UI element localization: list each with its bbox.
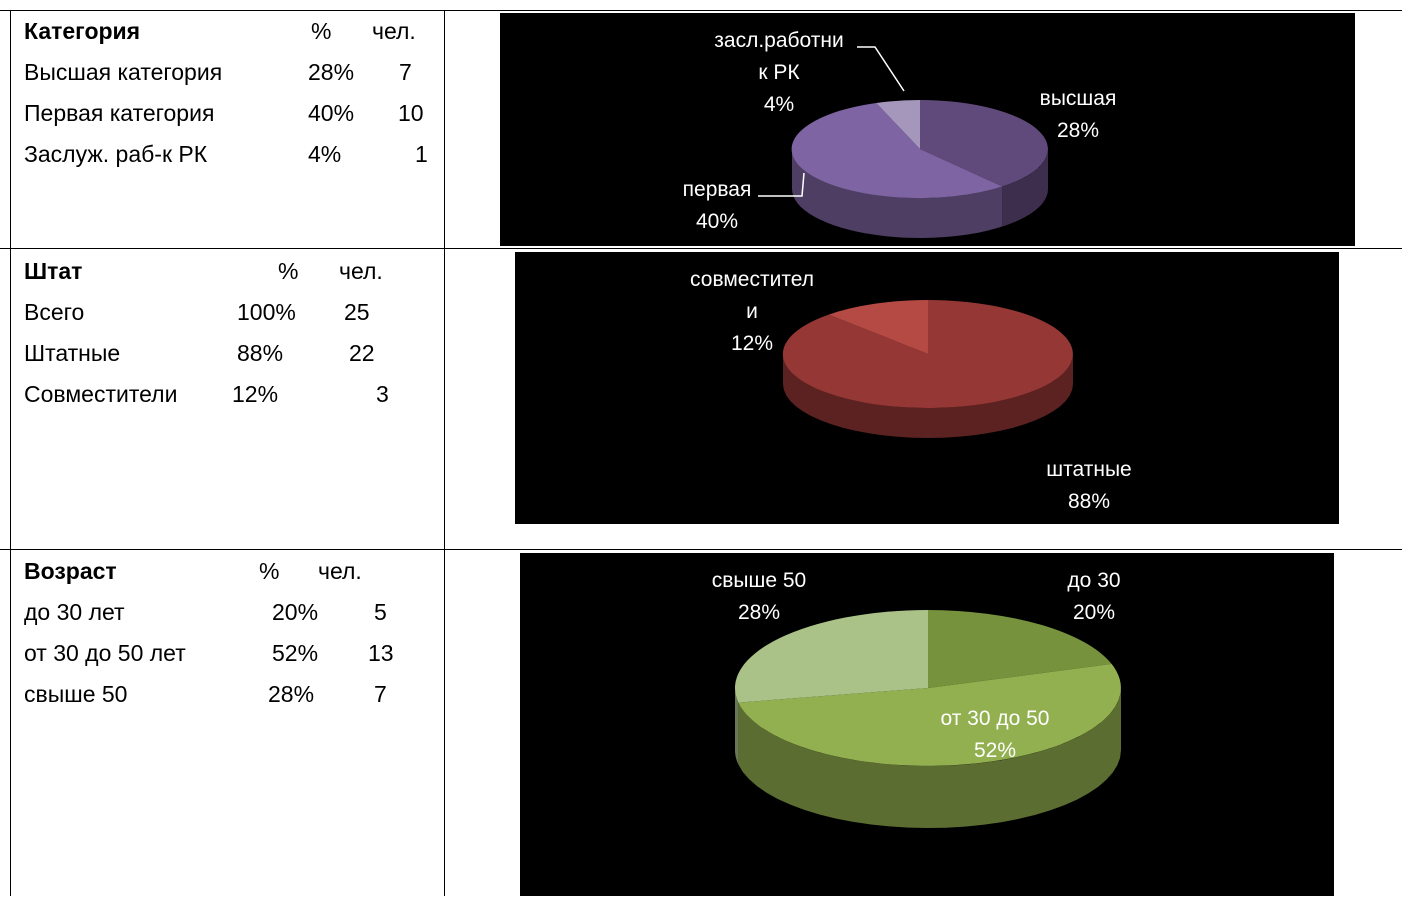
pie-label-line: 28% xyxy=(738,601,780,624)
pie-slice-side xyxy=(1002,149,1048,227)
staff-row-pct: 88% xyxy=(237,340,284,366)
age-pie-chart: до 30 20% от 30 до 50 52% свыше 50 28% xyxy=(712,569,1121,828)
pie-label-line: совместител xyxy=(690,268,814,291)
pie-data-label: высшая 28% xyxy=(1040,87,1117,142)
age-row-count: 5 xyxy=(374,599,387,625)
pie-label-line: и xyxy=(746,300,758,323)
category-row-count: 7 xyxy=(399,59,412,85)
age-row-pct: 28% xyxy=(268,681,315,707)
age-row-label: до 30 лет xyxy=(24,599,125,625)
pie-label-line: до 30 xyxy=(1067,569,1120,592)
category-row-pct: 40% xyxy=(308,100,355,126)
pie-data-label: первая 40% xyxy=(683,178,752,233)
age-header-label: Возраст xyxy=(24,558,117,584)
pie-slice xyxy=(828,299,928,354)
pie-label-line: 40% xyxy=(696,210,738,233)
pie-label-line: к РК xyxy=(758,61,800,84)
pie-slice-side xyxy=(783,354,1073,438)
category-row-label: Заслуж. раб-к РК xyxy=(24,141,208,167)
category-row-pct: 4% xyxy=(308,141,342,167)
pie-label-line: от 30 до 50 xyxy=(941,707,1050,730)
staff-row-label: Всего xyxy=(24,299,85,325)
pie-data-label: до 30 20% xyxy=(1067,569,1120,624)
pie-slice-side xyxy=(738,688,1121,828)
category-header-label: Категория xyxy=(24,18,141,44)
age-header-pct: % xyxy=(259,558,280,584)
pie-data-label: совместител и 12% xyxy=(690,268,814,355)
pie-slice xyxy=(782,300,1073,408)
category-header-count: чел. xyxy=(372,18,416,44)
leader-line xyxy=(758,172,805,197)
staff-header-label: Штат xyxy=(24,258,83,284)
grid-line-row2 xyxy=(0,549,1402,550)
staff-row-pct: 12% xyxy=(232,381,279,407)
pie-label-line: штатные xyxy=(1046,458,1131,481)
pie-label-line: 4% xyxy=(764,93,794,116)
age-header-count: чел. xyxy=(318,558,362,584)
category-header-pct: % xyxy=(311,18,332,44)
age-chart-panel: до 30 20% от 30 до 50 52% свыше 50 28% xyxy=(520,553,1334,896)
category-chart-panel: высшая 28% первая 40% засл.работни к РК 4% xyxy=(500,13,1355,246)
pie-label-line: первая xyxy=(683,178,752,201)
leader-line xyxy=(857,46,905,92)
category-row-label: Высшая категория xyxy=(24,59,223,85)
pie-label-line: 52% xyxy=(974,739,1016,762)
pie-data-label: от 30 до 50 52% xyxy=(941,707,1050,762)
staff-chart-panel: штатные 88% совместител и 12% xyxy=(515,252,1339,524)
age-row-pct: 52% xyxy=(272,640,319,666)
pie-slice-side xyxy=(735,688,739,765)
staff-row-count: 25 xyxy=(344,299,370,325)
staff-row-label: Совместители xyxy=(24,381,178,407)
age-row-count: 7 xyxy=(374,681,387,707)
pie-label-line: свыше 50 xyxy=(712,569,806,592)
category-row-label: Первая категория xyxy=(24,100,215,126)
grid-line-top xyxy=(0,10,1402,11)
pie-data-label: штатные 88% xyxy=(1046,458,1131,513)
pie-data-label: засл.работни к РК 4% xyxy=(714,29,843,116)
pie-slice xyxy=(791,103,1003,199)
staff-pie-chart: штатные 88% совместител и 12% xyxy=(690,268,1132,513)
category-pie-chart: высшая 28% первая 40% засл.работни к РК 4% xyxy=(683,29,1117,238)
category-row-count: 10 xyxy=(398,100,424,126)
pie-slice xyxy=(928,610,1112,688)
staff-row-pct: 100% xyxy=(237,299,296,325)
pie-data-label: свыше 50 28% xyxy=(712,569,806,624)
pie-label-line: 12% xyxy=(731,332,773,355)
pie-label-line: высшая xyxy=(1040,87,1117,110)
category-row-count: 1 xyxy=(415,141,428,167)
grid-line-left xyxy=(10,10,11,896)
grid-line-mid xyxy=(444,10,445,896)
staff-header-count: чел. xyxy=(339,258,383,284)
age-row-label: свыше 50 xyxy=(24,681,128,707)
pie-label-line: засл.работни xyxy=(714,29,843,52)
staff-row-label: Штатные xyxy=(24,340,121,366)
staff-row-count: 22 xyxy=(349,340,375,366)
category-row-pct: 28% xyxy=(308,59,355,85)
pie-slice xyxy=(734,610,928,703)
pie-slice-side xyxy=(792,149,1003,238)
pie-label-line: 28% xyxy=(1057,119,1099,142)
age-row-pct: 20% xyxy=(272,599,319,625)
age-row-label: от 30 до 50 лет xyxy=(24,640,186,666)
staff-row-count: 3 xyxy=(376,381,389,407)
grid-line-row1 xyxy=(0,248,1402,249)
pie-label-line: 88% xyxy=(1068,490,1110,513)
pie-slice xyxy=(920,100,1048,187)
staff-header-pct: % xyxy=(278,258,299,284)
pie-slice xyxy=(876,100,920,149)
pie-slice xyxy=(738,663,1121,766)
pie-label-line: 20% xyxy=(1073,601,1115,624)
age-row-count: 13 xyxy=(368,640,394,666)
